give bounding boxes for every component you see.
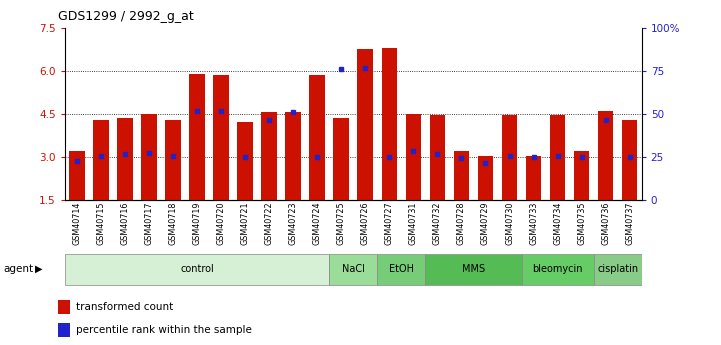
Bar — [141, 114, 157, 200]
Bar — [526, 156, 541, 200]
Text: MMS: MMS — [462, 264, 485, 274]
Bar — [502, 115, 518, 200]
Bar — [262, 112, 277, 200]
Text: GDS1299 / 2992_g_at: GDS1299 / 2992_g_at — [58, 10, 193, 23]
Bar — [598, 111, 614, 200]
Bar — [58, 323, 71, 337]
Bar — [286, 112, 301, 200]
Bar — [69, 151, 85, 200]
Bar — [425, 254, 521, 285]
Bar — [93, 120, 109, 200]
Bar — [189, 73, 205, 200]
Bar — [213, 75, 229, 200]
Bar — [405, 114, 421, 200]
Text: NaCl: NaCl — [342, 264, 365, 274]
Bar — [309, 75, 325, 200]
Bar — [430, 115, 446, 200]
Bar — [334, 118, 349, 200]
Text: percentile rank within the sample: percentile rank within the sample — [76, 325, 252, 335]
Bar — [329, 254, 377, 285]
Bar — [593, 254, 642, 285]
Text: bleomycin: bleomycin — [532, 264, 583, 274]
Bar — [165, 120, 181, 200]
Text: EtOH: EtOH — [389, 264, 414, 274]
Bar — [454, 151, 469, 200]
Bar — [237, 122, 253, 200]
Bar — [377, 254, 425, 285]
Text: ▶: ▶ — [35, 264, 42, 274]
Bar — [381, 48, 397, 200]
Bar — [478, 156, 493, 200]
Bar — [521, 254, 593, 285]
Bar — [358, 49, 373, 200]
Text: control: control — [180, 264, 214, 274]
Bar — [622, 120, 637, 200]
Bar — [574, 151, 590, 200]
Bar — [58, 300, 71, 314]
Bar — [550, 115, 565, 200]
Text: agent: agent — [4, 264, 34, 274]
Text: cisplatin: cisplatin — [597, 264, 638, 274]
Text: transformed count: transformed count — [76, 302, 173, 312]
Bar — [117, 118, 133, 200]
Bar — [65, 254, 329, 285]
